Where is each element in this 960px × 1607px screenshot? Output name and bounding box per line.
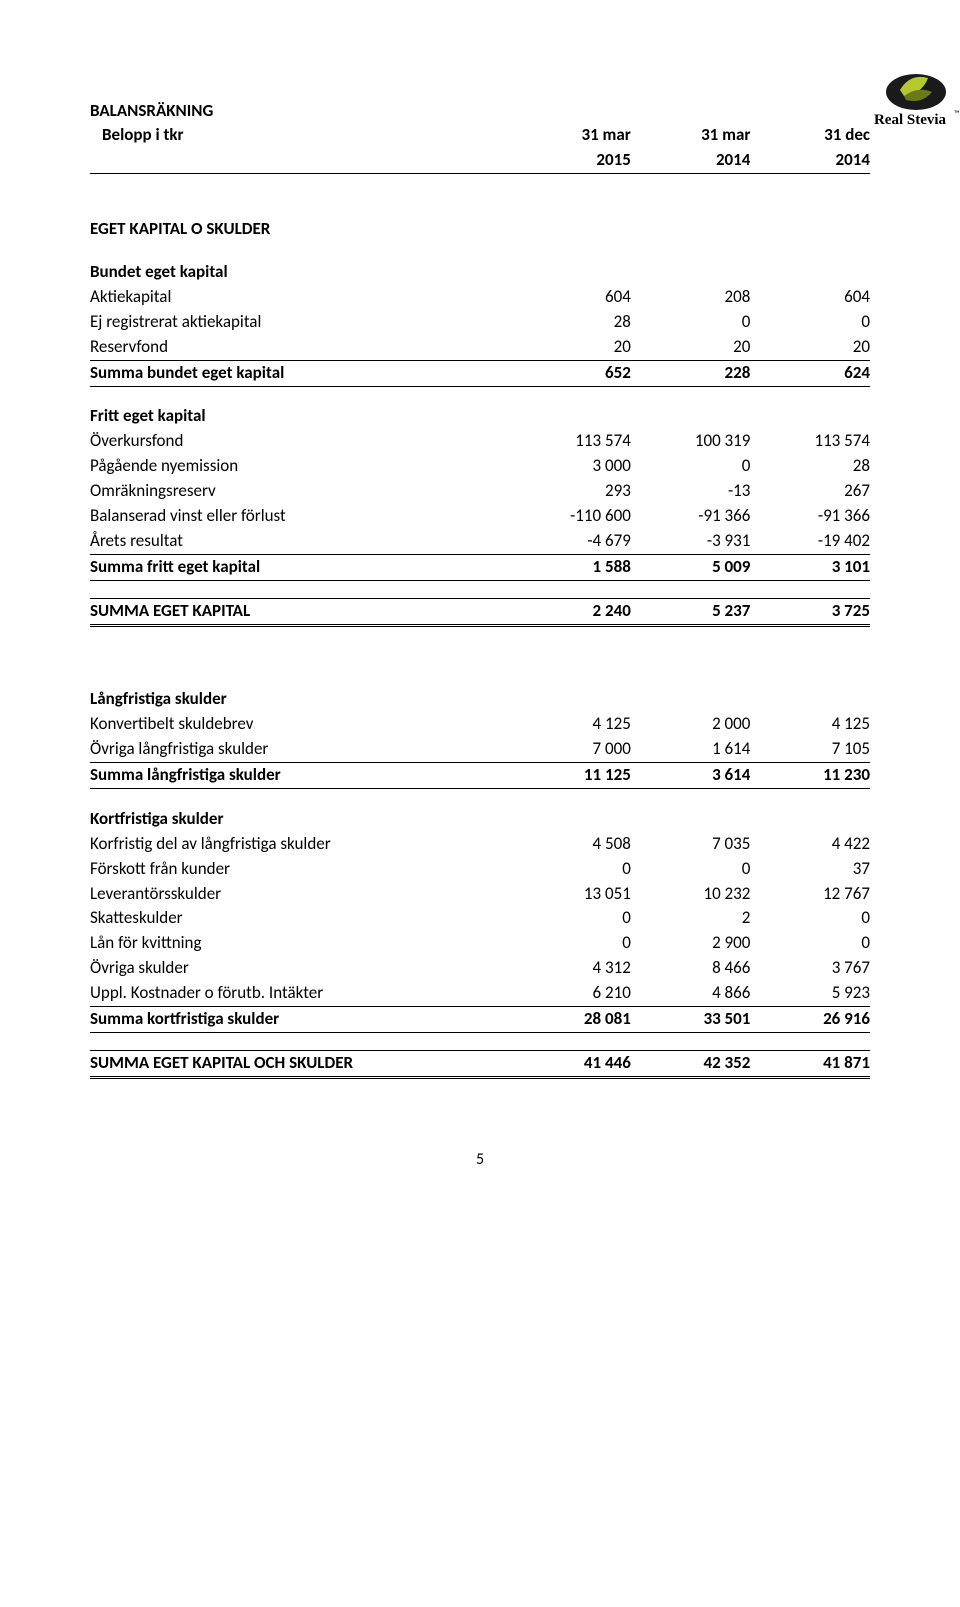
table-row: Korfristig del av långfristiga skulder 4… — [90, 832, 870, 857]
kort-title: Kortfristiga skulder — [90, 807, 870, 832]
col-h2c: 2014 — [750, 148, 870, 173]
svg-text:Real Stevia: Real Stevia — [874, 112, 947, 128]
doc-title: BALANSRÄKNING — [90, 100, 870, 123]
col-h1b: 31 mar — [631, 123, 751, 148]
table-row: Förskott från kunder 0 0 37 — [90, 857, 870, 882]
table-row: Lån för kvittning 0 2 900 0 — [90, 931, 870, 956]
sec-eget-kapital-title: EGET KAPITAL O SKULDER — [90, 217, 870, 242]
brand-logo: Real Stevia ™ — [860, 68, 960, 138]
sum-row: Summa långfristiga skulder 11 125 3 614 … — [90, 763, 870, 789]
sum-row: Summa bundet eget kapital 652 228 624 — [90, 361, 870, 387]
table-row: Balanserad vinst eller förlust -110 600 … — [90, 504, 870, 529]
table-row: Konvertibelt skuldebrev 4 125 2 000 4 12… — [90, 712, 870, 737]
col-h1a: 31 mar — [511, 123, 631, 148]
grand-total-row: SUMMA EGET KAPITAL OCH SKULDER 41 446 42… — [90, 1051, 870, 1078]
lang-title: Långfristiga skulder — [90, 687, 870, 712]
table-row: Uppl. Kostnader o förutb. Intäkter 6 210… — [90, 981, 870, 1006]
table-row: Skatteskulder 0 2 0 — [90, 906, 870, 931]
table-row: Övriga skulder 4 312 8 466 3 767 — [90, 956, 870, 981]
belopp-label: Belopp i tkr — [90, 123, 511, 148]
table-row: Pågående nyemission 3 000 0 28 — [90, 454, 870, 479]
fritt-title: Fritt eget kapital — [90, 404, 870, 429]
table-row: Omräkningsreserv 293 -13 267 — [90, 479, 870, 504]
table-row: Årets resultat -4 679 -3 931 -19 402 — [90, 529, 870, 554]
svg-text:™: ™ — [954, 109, 960, 119]
col-h2a: 2015 — [511, 148, 631, 173]
sum-row: Summa fritt eget kapital 1 588 5 009 3 1… — [90, 555, 870, 581]
table-row: Överkursfond 113 574 100 319 113 574 — [90, 429, 870, 454]
sum-row: Summa kortfristiga skulder 28 081 33 501… — [90, 1007, 870, 1033]
col-h1c: 31 dec — [750, 123, 870, 148]
table-row: Övriga långfristiga skulder 7 000 1 614 … — [90, 737, 870, 762]
table-row: Leverantörsskulder 13 051 10 232 12 767 — [90, 882, 870, 907]
total-row: SUMMA EGET KAPITAL 2 240 5 237 3 725 — [90, 599, 870, 626]
page-number: 5 — [90, 1149, 870, 1171]
table-row: Reservfond 20 20 20 — [90, 335, 870, 360]
balance-table: Belopp i tkr 31 mar 31 mar 31 dec 2015 2… — [90, 123, 870, 1079]
bundet-title: Bundet eget kapital — [90, 260, 870, 285]
col-h2b: 2014 — [631, 148, 751, 173]
table-row: Aktiekapital 604 208 604 — [90, 285, 870, 310]
table-row: Ej registrerat aktiekapital 28 0 0 — [90, 310, 870, 335]
